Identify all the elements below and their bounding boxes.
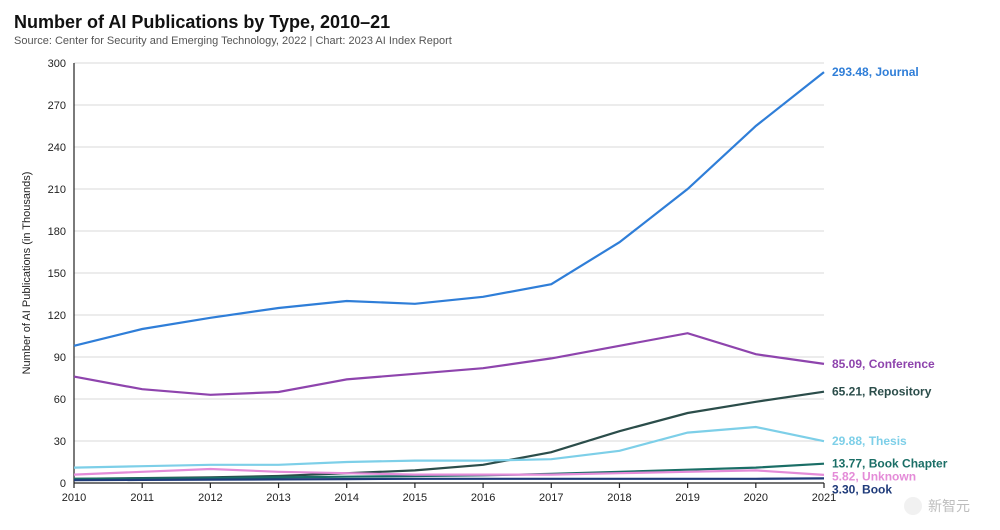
x-tick-label: 2018 xyxy=(607,492,631,504)
series-label-conference: 85.09, Conference xyxy=(832,357,935,371)
x-tick-label: 2014 xyxy=(334,492,358,504)
y-tick-label: 60 xyxy=(54,394,66,406)
series-thesis xyxy=(74,427,824,468)
y-tick-label: 0 xyxy=(60,478,66,490)
x-tick-label: 2015 xyxy=(403,492,427,504)
x-tick-label: 2017 xyxy=(539,492,563,504)
y-tick-label: 300 xyxy=(48,58,66,70)
x-tick-label: 2010 xyxy=(62,492,86,504)
chart-container: 0 30 60 90 120 150 180 210 240 270 300 2010 2011 2012… xyxy=(14,53,984,513)
x-tick-label: 2012 xyxy=(198,492,222,504)
y-tick-label: 150 xyxy=(48,268,66,280)
x-tick-label: 2020 xyxy=(744,492,768,504)
y-tick-label: 270 xyxy=(48,100,66,112)
y-tick-label: 30 xyxy=(54,436,66,448)
watermark-text: 新智元 xyxy=(928,496,970,516)
x-tick-label: 2019 xyxy=(675,492,699,504)
x-tick-label: 2013 xyxy=(266,492,290,504)
x-tick-label: 2016 xyxy=(471,492,495,504)
x-tick-label: 2011 xyxy=(130,492,154,504)
chart-title: Number of AI Publications by Type, 2010–… xyxy=(14,12,986,33)
chart-subtitle: Source: Center for Security and Emerging… xyxy=(14,35,986,47)
watermark: 新智元 xyxy=(904,496,970,516)
series-label-repository: 65.21, Repository xyxy=(832,385,932,399)
series-book xyxy=(74,478,824,480)
series-conference xyxy=(74,333,824,395)
series-label-book-chapter: 13.77, Book Chapter xyxy=(832,457,948,471)
series-label-journal: 293.48, Journal xyxy=(832,65,919,79)
line-chart: 0 30 60 90 120 150 180 210 240 270 300 2010 2011 2012… xyxy=(14,53,984,513)
y-tick-label: 240 xyxy=(48,142,66,154)
y-axis-title: Number of AI Publications (in Thousands) xyxy=(21,172,33,375)
series-label-thesis: 29.88, Thesis xyxy=(832,434,907,448)
series-journal xyxy=(74,72,824,346)
y-tick-label: 210 xyxy=(48,184,66,196)
y-tick-label: 180 xyxy=(48,226,66,238)
y-tick-label: 120 xyxy=(48,310,66,322)
series-label-book: 3.30, Book xyxy=(832,483,892,497)
y-tick-label: 90 xyxy=(54,352,66,364)
watermark-icon xyxy=(904,497,922,515)
series-label-unknown: 5.82, Unknown xyxy=(832,470,916,484)
